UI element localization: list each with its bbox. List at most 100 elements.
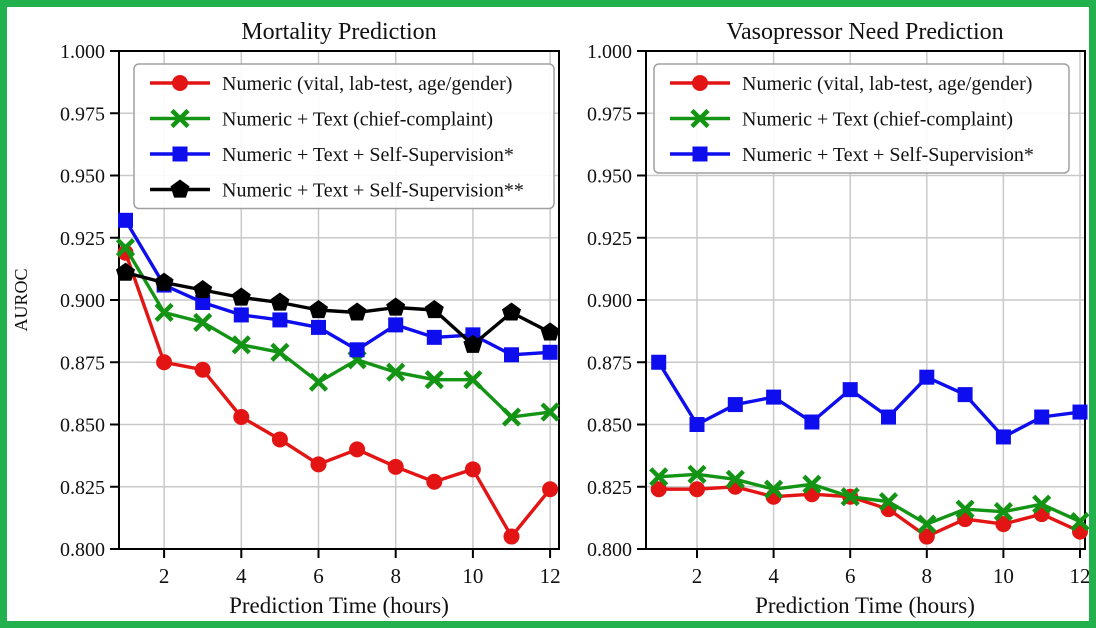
data-point-pentagon xyxy=(116,262,135,281)
data-point-square xyxy=(727,397,743,413)
data-point-square xyxy=(842,382,858,398)
data-point-pentagon xyxy=(463,334,483,353)
data-point-circle xyxy=(503,528,520,545)
data-point-x xyxy=(802,474,822,494)
legend-label: Numeric (vital, lab-test, age/gender) xyxy=(742,73,1032,95)
data-point-pentagon xyxy=(502,302,521,321)
data-point-circle xyxy=(156,354,173,371)
data-point-square xyxy=(542,344,558,360)
chart-title: Mortality Prediction xyxy=(241,19,436,45)
legend-box xyxy=(653,63,1070,174)
data-point-pentagon xyxy=(170,179,190,198)
y-tick-label: 0.800 xyxy=(60,539,105,561)
data-point-circle xyxy=(172,75,188,91)
data-point-square xyxy=(692,146,708,162)
data-point-pentagon xyxy=(231,287,251,306)
x-tick-label: 4 xyxy=(768,564,779,588)
data-point-x xyxy=(308,372,329,392)
series-x xyxy=(649,464,1089,534)
legend: Numeric (vital, lab-test, age/gender) Num… xyxy=(133,63,555,210)
data-point-pentagon xyxy=(424,300,444,319)
data-point-square xyxy=(426,329,442,345)
y-tick-label: 0.850 xyxy=(60,415,105,437)
data-point-circle xyxy=(426,473,443,490)
data-point-pentagon xyxy=(347,302,367,321)
legend-item: Numeric + Text (chief-complaint) xyxy=(150,109,493,131)
legend: Numeric (vital, lab-test, age/gender) Num… xyxy=(653,63,1070,174)
data-point-square xyxy=(957,387,973,403)
figure-canvas: 1.000 0.975 0.950 0.925 0.900 0.875 0.850 0.825… xyxy=(11,19,1091,618)
y-tick-label: 0.800 xyxy=(587,539,632,561)
chart-1: 1.000 0.975 0.950 0.925 0.900 0.875 0.850 0.825… xyxy=(587,19,1091,618)
legend-box xyxy=(133,63,555,210)
series-square xyxy=(651,354,1088,445)
y-tick-label: 1.000 xyxy=(587,41,632,63)
y-tick-label: 0.825 xyxy=(60,477,105,499)
data-point-square xyxy=(804,414,820,430)
data-point-circle xyxy=(995,516,1012,533)
data-point-x xyxy=(649,467,669,487)
data-point-x xyxy=(1070,512,1089,532)
data-point-square xyxy=(689,417,705,432)
data-point-pentagon xyxy=(154,272,174,291)
data-point-x xyxy=(955,499,975,519)
legend-item: Numeric (vital, lab-test, age/gender) xyxy=(150,73,512,95)
data-point-circle xyxy=(310,456,327,473)
data-point-x xyxy=(690,108,710,129)
legend-item: Numeric + Text + Self-Supervision* xyxy=(670,144,1034,166)
data-point-circle xyxy=(271,431,288,448)
data-point-square xyxy=(311,319,326,335)
series-line xyxy=(657,361,1081,439)
data-point-pentagon xyxy=(309,300,328,319)
legend-label: Numeric (vital, lab-test, age/gender) xyxy=(222,73,512,95)
x-tick-label: 8 xyxy=(390,564,401,588)
data-point-circle xyxy=(542,481,559,498)
data-point-x xyxy=(764,479,784,499)
y-tick-label: 0.875 xyxy=(60,352,105,374)
data-point-x xyxy=(540,402,560,422)
data-point-x xyxy=(463,370,483,390)
chart-title: Vasopressor Need Prediction xyxy=(726,19,1003,45)
y-tick-label: 0.925 xyxy=(587,228,632,250)
series-line xyxy=(658,472,1081,526)
data-point-pentagon xyxy=(193,280,213,299)
legend-label: Numeric + Text (chief-complaint) xyxy=(222,109,493,131)
data-point-pentagon xyxy=(270,292,290,311)
data-point-circle xyxy=(233,409,250,426)
x-tick-label: 12 xyxy=(1070,564,1091,588)
data-point-circle xyxy=(689,481,705,498)
data-point-x xyxy=(270,342,290,362)
x-axis-label: Prediction Time (hours) xyxy=(229,593,449,618)
data-point-square xyxy=(195,294,211,310)
data-point-x xyxy=(878,492,899,512)
y-tick-label: 0.950 xyxy=(60,166,105,188)
legend-item: Numeric + Text + Self-Supervision* xyxy=(150,144,514,166)
data-point-x xyxy=(687,464,707,484)
data-point-x xyxy=(386,362,406,382)
data-point-x xyxy=(917,514,937,534)
data-point-square xyxy=(388,317,404,333)
x-tick-label: 10 xyxy=(462,564,483,588)
data-point-circle xyxy=(692,75,708,91)
series-x xyxy=(115,238,560,427)
x-tick-label: 8 xyxy=(922,564,933,588)
y-tick-label: 0.925 xyxy=(60,228,105,250)
data-point-circle xyxy=(650,481,667,498)
y-tick-label: 0.900 xyxy=(60,290,105,312)
data-point-square xyxy=(349,342,365,358)
data-point-pentagon xyxy=(386,297,406,316)
data-point-x xyxy=(170,108,190,129)
data-point-square xyxy=(233,307,249,323)
x-tick-label: 2 xyxy=(159,564,170,588)
legend-label: Numeric + Text + Self-Supervision* xyxy=(742,144,1034,166)
data-point-square xyxy=(995,429,1011,445)
y-tick-label: 0.825 xyxy=(587,477,632,499)
data-point-circle xyxy=(194,361,211,378)
data-point-x xyxy=(725,469,745,489)
legend-item: Numeric + Text + Self-Supervision** xyxy=(150,179,524,202)
data-point-square xyxy=(1034,409,1050,425)
y-tick-label: 0.875 xyxy=(587,352,632,374)
data-point-square xyxy=(881,409,896,425)
data-point-circle xyxy=(918,528,935,545)
